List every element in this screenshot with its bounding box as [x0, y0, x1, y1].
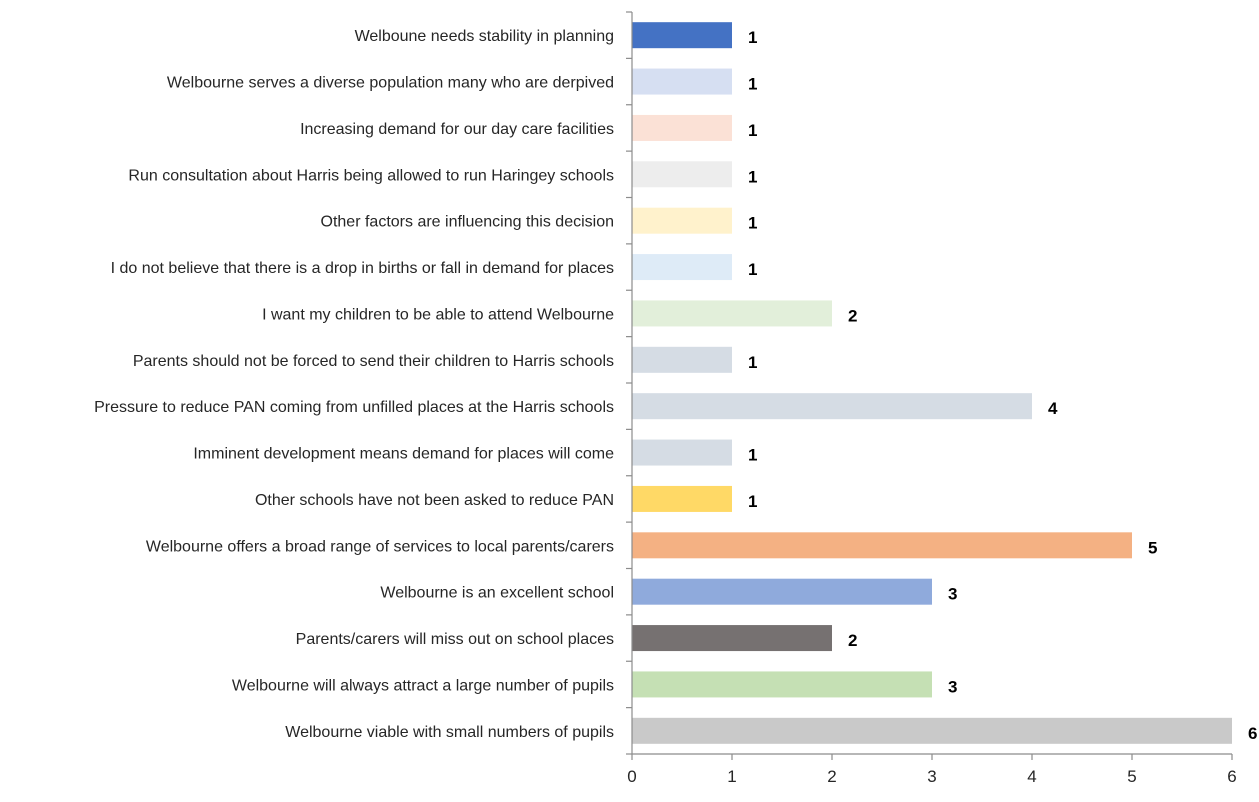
value-labels: 1 1 1 1 1 1 2 1 4 1 1 5 3 2 3 6: [748, 28, 1257, 743]
x-tick-label: 4: [1027, 767, 1036, 786]
data-label: 4: [1048, 399, 1058, 418]
category-label: Welboune needs stability in planning: [355, 28, 614, 45]
category-label: I want my children to be able to attend …: [262, 306, 614, 323]
category-label: Welbourne serves a diverse population ma…: [167, 75, 614, 92]
bar: [632, 254, 732, 281]
bar: [632, 393, 1032, 420]
data-label: 1: [748, 167, 757, 186]
data-label: 1: [748, 214, 757, 233]
category-label: Run consultation about Harris being allo…: [128, 167, 614, 184]
data-label: 1: [748, 492, 757, 511]
category-label: I do not believe that there is a drop in…: [111, 260, 614, 277]
bar: [632, 68, 732, 95]
category-label: Welbourne will always attract a large nu…: [232, 677, 614, 694]
x-tick-label: 5: [1127, 767, 1136, 786]
category-labels: Welboune needs stability in planning Welb…: [94, 28, 614, 741]
data-label: 1: [748, 446, 757, 465]
x-tick-label: 1: [727, 767, 736, 786]
bar: [632, 578, 932, 605]
x-tick-label: 2: [827, 767, 836, 786]
x-axis-ticks: 0 1 2 3 4 5 6: [627, 767, 1236, 786]
category-label: Welbourne offers a broad range of servic…: [146, 538, 614, 555]
category-label: Other factors are influencing this decis…: [321, 214, 614, 231]
data-label: 2: [848, 631, 857, 650]
category-label: Welbourne is an excellent school: [380, 585, 614, 602]
bar: [632, 300, 832, 327]
category-label: Other schools have not been asked to red…: [255, 492, 614, 509]
category-label: Imminent development means demand for pl…: [193, 446, 614, 463]
data-label: 1: [748, 121, 757, 140]
bar: [632, 207, 732, 234]
x-tick-label: 3: [927, 767, 936, 786]
category-label: Welbourne viable with small numbers of p…: [285, 724, 614, 741]
category-label: Parents/carers will miss out on school p…: [296, 631, 614, 648]
data-label: 3: [948, 585, 957, 604]
axes: [626, 11, 1233, 760]
bar: [632, 717, 1232, 744]
bars: [632, 22, 1232, 744]
data-label: 5: [1148, 538, 1157, 557]
category-label: Pressure to reduce PAN coming from unfil…: [94, 399, 614, 416]
x-tick-label: 0: [627, 767, 636, 786]
x-tick-label: 6: [1227, 767, 1236, 786]
bar: [632, 625, 832, 652]
bar: [632, 114, 732, 141]
bar: [632, 532, 1132, 559]
data-label: 1: [748, 353, 757, 372]
bar: [632, 485, 732, 512]
bar: [632, 161, 732, 188]
bar: [632, 346, 732, 373]
data-label: 1: [748, 260, 757, 279]
data-label: 6: [1248, 724, 1257, 743]
data-label: 3: [948, 677, 957, 696]
data-label: 1: [748, 28, 757, 47]
data-label: 1: [748, 75, 757, 94]
bar: [632, 671, 932, 698]
category-label: Parents should not be forced to send the…: [133, 353, 614, 370]
bar: [632, 439, 732, 466]
category-label: Increasing demand for our day care facil…: [300, 121, 614, 138]
data-label: 2: [848, 306, 857, 325]
bar: [632, 22, 732, 49]
